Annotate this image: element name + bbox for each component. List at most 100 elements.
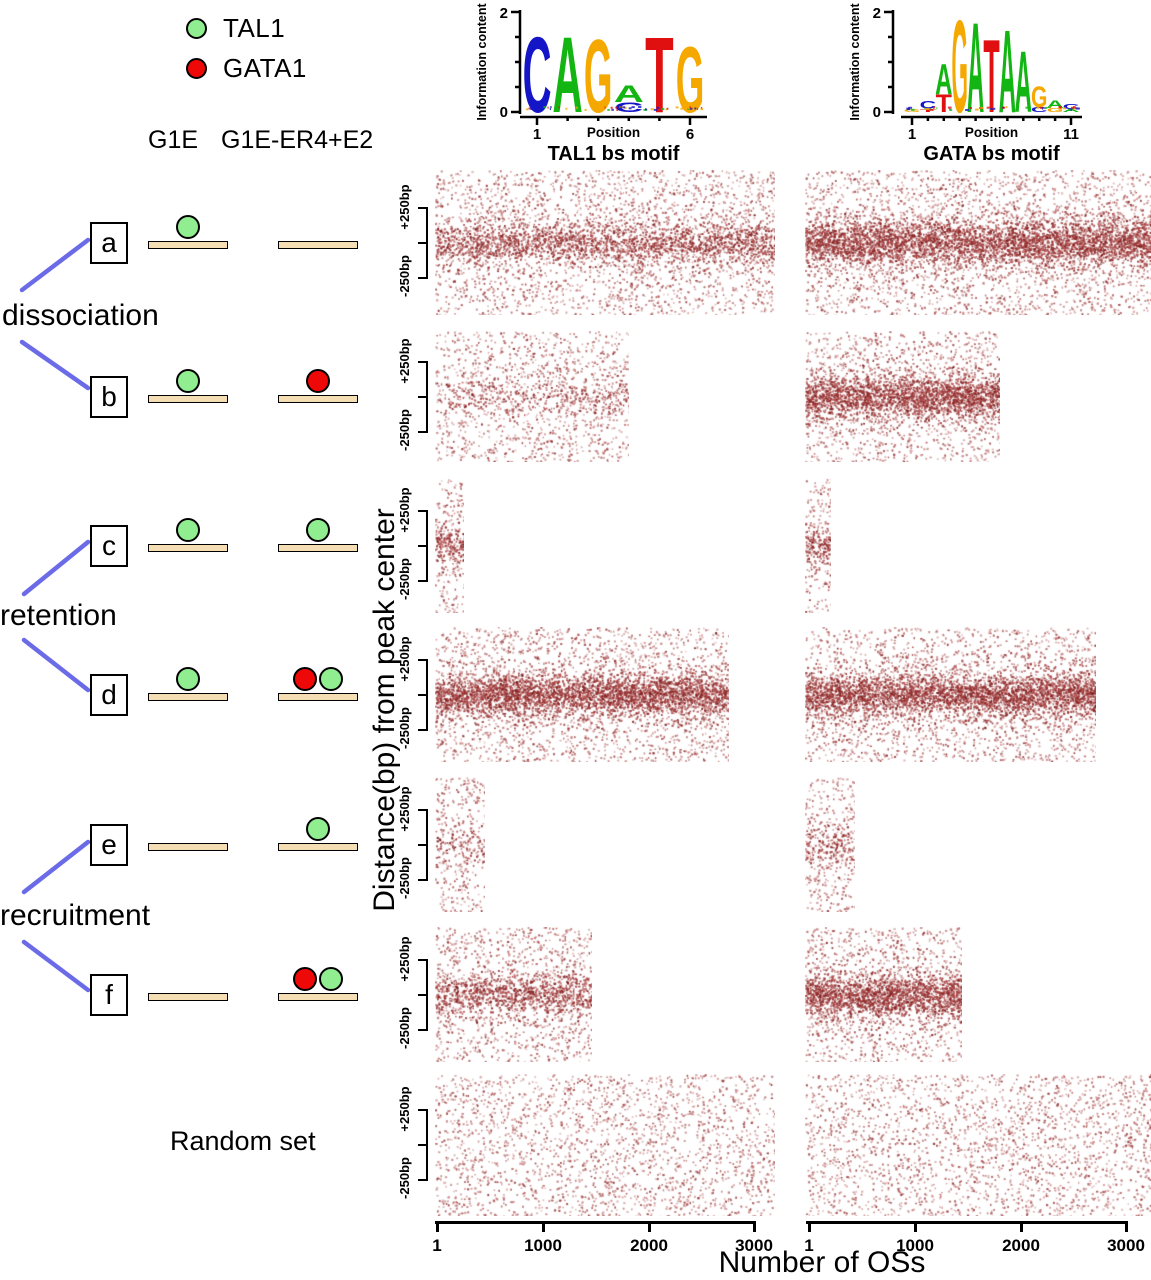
x-tick-label: 3000 bbox=[735, 1236, 773, 1255]
y-tick-label-minus250: -250bp bbox=[397, 557, 412, 600]
scatter-panel-random-set-tal1 bbox=[435, 1074, 775, 1216]
row-box-c: c bbox=[90, 524, 128, 567]
svg-text:A: A bbox=[999, 7, 1016, 139]
dna-bar-c-g1e bbox=[148, 543, 228, 552]
scatter-panel-a-tal1 bbox=[435, 170, 775, 315]
x-axis-line bbox=[435, 1221, 756, 1224]
svg-text:1: 1 bbox=[533, 126, 541, 143]
svg-text:T: T bbox=[920, 108, 937, 113]
row-box-f: f bbox=[90, 973, 128, 1016]
y-tick-label-plus250: +250bp bbox=[397, 785, 412, 832]
svg-text:11: 11 bbox=[1063, 126, 1079, 143]
scatter-panel-e-gata bbox=[805, 777, 855, 912]
x-tick-label: 1000 bbox=[896, 1236, 934, 1255]
dna-bar-e-er4 bbox=[278, 842, 358, 851]
svg-text:T: T bbox=[936, 91, 953, 118]
y-bracket-tick bbox=[418, 1179, 428, 1181]
y-tick-label-minus250: -250bp bbox=[397, 408, 412, 451]
y-tick-label-plus250: +250bp bbox=[397, 183, 412, 230]
svg-text:C: C bbox=[920, 99, 937, 111]
y-bracket-tick bbox=[418, 360, 428, 363]
tal1-circle-icon bbox=[176, 666, 200, 691]
svg-text:0: 0 bbox=[500, 104, 508, 121]
x-tick-label: 1000 bbox=[524, 1236, 562, 1255]
y-bracket-tick bbox=[418, 276, 428, 279]
svg-text:A: A bbox=[553, 16, 583, 136]
column-header-g1e: G1E bbox=[148, 126, 199, 154]
y-bracket-tick bbox=[418, 206, 428, 209]
y-bracket-tick bbox=[418, 658, 428, 661]
y-bracket-tick bbox=[418, 395, 428, 398]
dna-bar-a-g1e bbox=[148, 240, 228, 249]
y-bracket-tick bbox=[418, 579, 428, 582]
y-bracket-tick bbox=[418, 544, 428, 547]
svg-text:A: A bbox=[967, 0, 984, 140]
y-tick-label-plus250: +250bp bbox=[397, 935, 412, 982]
svg-text:0: 0 bbox=[873, 104, 881, 121]
tal1-circle-icon bbox=[176, 517, 200, 542]
gata1-circle-icon bbox=[293, 966, 317, 991]
dna-bar-a-er4 bbox=[278, 240, 358, 249]
y-bracket-tick bbox=[418, 808, 428, 811]
y-tick-label-minus250: -250bp bbox=[397, 254, 412, 297]
svg-text:GATA bs motif: GATA bs motif bbox=[923, 143, 1060, 165]
y-tick-label-minus250: -250bp bbox=[397, 856, 412, 899]
y-bracket-tick bbox=[418, 430, 428, 433]
y-bracket-tick bbox=[418, 993, 428, 996]
svg-text:T: T bbox=[983, 19, 999, 135]
y-bracket-tick bbox=[418, 958, 428, 961]
x-axis-tick bbox=[753, 1221, 756, 1232]
legend-label-tal1: TAL1 bbox=[223, 13, 286, 43]
dna-bar-b-er4 bbox=[278, 394, 358, 403]
legend-item-tal1: TAL1 bbox=[186, 13, 285, 44]
y-bracket-tick bbox=[418, 1144, 428, 1146]
row-box-b: b bbox=[90, 375, 128, 418]
x-axis-tick bbox=[808, 1221, 811, 1232]
tal1-circle-icon bbox=[176, 368, 200, 393]
row-box-d: d bbox=[90, 673, 128, 716]
x-tick-label: 2000 bbox=[630, 1236, 668, 1255]
svg-text:A: A bbox=[935, 56, 952, 104]
tal1-circle-icon bbox=[176, 214, 200, 239]
gata1-circle-icon bbox=[306, 368, 330, 393]
x-axis-tick bbox=[914, 1221, 917, 1232]
svg-text:Information content: Information content bbox=[848, 2, 862, 120]
gata1-circle-icon bbox=[293, 666, 317, 691]
y-tick-label-plus250: +250bp bbox=[397, 486, 412, 533]
y-bracket-tick bbox=[418, 241, 428, 244]
dna-bar-e-g1e bbox=[148, 842, 228, 851]
svg-text:Position: Position bbox=[965, 125, 1018, 140]
y-bracket-tick bbox=[418, 843, 428, 846]
dna-bar-b-g1e bbox=[148, 394, 228, 403]
svg-text:Position: Position bbox=[587, 125, 640, 140]
gata1-circle-icon bbox=[186, 58, 207, 79]
x-axis-tick bbox=[648, 1221, 651, 1232]
x-tick-label: 1 bbox=[432, 1236, 442, 1255]
svg-text:C: C bbox=[1063, 103, 1080, 111]
tal1-circle-icon bbox=[306, 517, 330, 542]
dna-bar-f-g1e bbox=[148, 992, 228, 1001]
legend-label-gata1: GATA1 bbox=[223, 53, 307, 83]
row-box-e: e bbox=[90, 823, 128, 866]
scatter-panel-d-tal1 bbox=[435, 627, 729, 762]
group-label-dissociation: dissociation bbox=[2, 299, 159, 332]
svg-text:TAL1 bs motif: TAL1 bs motif bbox=[548, 143, 680, 165]
svg-text:G: G bbox=[584, 17, 613, 134]
scatter-panel-f-gata bbox=[805, 927, 962, 1062]
y-bracket-tick bbox=[418, 1028, 428, 1031]
svg-text:C: C bbox=[1031, 106, 1048, 114]
y-bracket-tick bbox=[418, 509, 428, 512]
svg-text:2: 2 bbox=[873, 5, 881, 22]
x-tick-label: 3000 bbox=[1107, 1236, 1145, 1255]
scatter-panel-c-tal1 bbox=[435, 478, 464, 613]
tal1-circle-icon bbox=[306, 816, 330, 841]
scatter-panel-c-gata bbox=[805, 478, 831, 613]
dna-bar-d-g1e bbox=[148, 692, 228, 701]
dna-bar-f-er4 bbox=[278, 992, 358, 1001]
tal1-circle-icon bbox=[319, 666, 343, 691]
y-tick-label-plus250: +250bp bbox=[397, 1086, 412, 1132]
y-bracket-tick bbox=[418, 693, 428, 696]
scatter-panel-a-gata bbox=[805, 170, 1151, 315]
